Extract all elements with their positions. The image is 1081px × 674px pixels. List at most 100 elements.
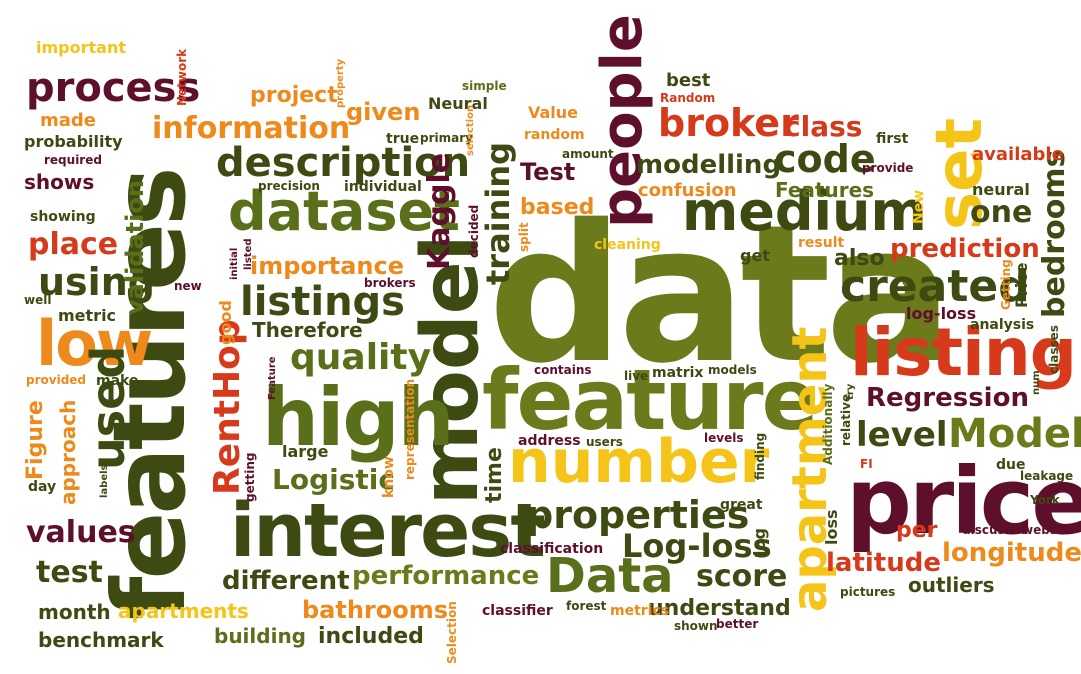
word-listed: listed xyxy=(243,238,254,270)
word-medium: medium xyxy=(682,180,927,243)
word-provided: provided xyxy=(26,373,87,387)
word-Regression: Regression xyxy=(866,383,1029,413)
word-precision: precision xyxy=(258,179,320,193)
word-Network: Network xyxy=(175,48,189,106)
word-due: due xyxy=(996,457,1026,473)
word-property: property xyxy=(335,58,346,108)
word-FI: FI xyxy=(860,457,873,471)
word-Additionally: Additionally xyxy=(821,383,835,465)
word-day: day xyxy=(28,479,57,495)
word-cleaning: cleaning xyxy=(594,237,661,253)
word-provide: provide xyxy=(862,161,914,175)
word-well: well xyxy=(24,293,52,307)
word-quality: quality xyxy=(290,337,432,378)
word-information: information xyxy=(152,111,351,146)
word-understand: understand xyxy=(648,596,791,621)
word-classification: classification xyxy=(500,541,604,557)
word-Neural: Neural xyxy=(428,94,488,113)
word-num: num xyxy=(1031,370,1042,395)
word-true: true xyxy=(386,131,420,147)
word-Figure: Figure xyxy=(23,400,48,480)
word-process: process xyxy=(26,65,201,111)
word-decided: decided xyxy=(467,204,481,258)
word-Kaggle: Kaggle xyxy=(422,152,457,270)
word-Selection: Selection xyxy=(445,601,459,664)
word-Getting: Getting xyxy=(999,259,1013,310)
word-dataset: dataset xyxy=(228,180,460,243)
word-selection: selection xyxy=(465,104,476,156)
word-leakage: leakage xyxy=(1020,469,1074,483)
word-showing: showing xyxy=(30,209,96,225)
word-confusion: confusion xyxy=(638,180,737,201)
word-time: time xyxy=(482,447,507,503)
word-approach: approach xyxy=(56,399,80,505)
word-feature: feature xyxy=(482,351,819,449)
word-Model: Model xyxy=(948,411,1081,457)
word-simple: simple xyxy=(462,79,507,93)
word-values: values xyxy=(26,515,136,550)
word-created: created xyxy=(840,261,1030,312)
word-interest: interest xyxy=(230,488,546,574)
word-longitude: longitude xyxy=(942,538,1081,568)
word-relative: relative xyxy=(839,393,853,446)
word-number: number xyxy=(508,427,770,497)
word-used: used xyxy=(81,345,135,470)
word-given: given xyxy=(346,98,421,126)
word-made: made xyxy=(40,110,96,131)
word-prediction: prediction xyxy=(890,234,1040,264)
word-live: live xyxy=(624,369,649,383)
word-representation: representation xyxy=(403,379,417,480)
word-modelling: modelling xyxy=(636,150,782,180)
word-importance: importance xyxy=(250,252,404,280)
word-individual: individual xyxy=(344,179,422,195)
word-low: low xyxy=(36,307,153,380)
word-available: available xyxy=(972,144,1064,165)
word-classifier: classifier xyxy=(482,603,553,619)
word-address: address xyxy=(518,433,581,449)
word-benchmark: benchmark xyxy=(38,628,164,652)
word-random: random xyxy=(524,127,585,143)
word-make: make xyxy=(96,373,139,389)
word-Feature: Feature xyxy=(267,356,278,400)
word-result: result xyxy=(798,235,845,251)
word-required: required xyxy=(44,153,102,167)
word-latitude: latitude xyxy=(826,548,941,578)
word-York: York xyxy=(1030,493,1060,507)
word-amount: amount xyxy=(562,147,614,161)
word-brokers: brokers xyxy=(364,276,416,290)
word-getting: getting xyxy=(243,452,257,502)
word-month: month xyxy=(38,600,111,624)
word-broker: broker xyxy=(658,101,799,145)
word-properties: properties xyxy=(526,493,750,537)
word-matrix: matrix xyxy=(652,365,704,381)
word-pictures: pictures xyxy=(840,585,896,599)
word-models: models xyxy=(708,363,757,377)
word-shown: shown xyxy=(674,619,718,633)
word-New: New xyxy=(911,189,927,224)
word-Therefore: Therefore xyxy=(252,318,363,342)
word-validation: validation xyxy=(121,180,149,315)
word-discussed: discussed xyxy=(962,523,1029,537)
word-initial: initial xyxy=(229,247,240,280)
word-forest: forest xyxy=(566,599,607,613)
word-listings: listings xyxy=(240,279,405,325)
word-per: per xyxy=(896,518,938,543)
word-Random: Random xyxy=(660,91,716,105)
word-know: know xyxy=(381,456,397,498)
word-listing: listing xyxy=(850,314,1077,391)
word-labels: labels xyxy=(99,464,110,499)
word-loss: loss xyxy=(822,509,841,545)
word-training: training xyxy=(479,141,517,285)
word-level: level xyxy=(856,415,948,455)
word-neural: neural xyxy=(972,180,1030,199)
word-code: code xyxy=(774,137,876,181)
word-Test: Test xyxy=(520,158,576,186)
word-bathrooms: bathrooms xyxy=(302,596,449,624)
word-better: better xyxy=(716,617,759,631)
word-finding: finding xyxy=(753,432,767,480)
word-apartments: apartments xyxy=(118,599,249,623)
word-high: high xyxy=(262,371,455,464)
word-good: good xyxy=(216,300,235,345)
word-Logistic: Logistic xyxy=(272,463,395,496)
